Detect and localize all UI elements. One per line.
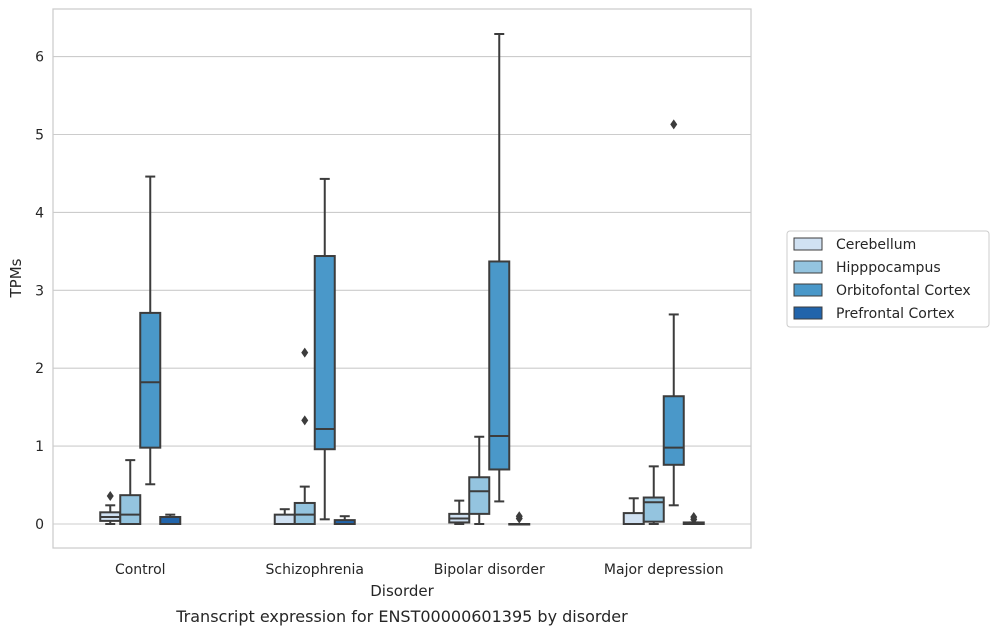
legend-label: Hipppocampus (836, 260, 941, 276)
x-tick-label: Bipolar disorder (434, 562, 545, 578)
box-plot (333, 515, 356, 525)
legend-swatch (793, 283, 823, 297)
box (139, 311, 162, 449)
outlier-point (670, 119, 678, 130)
y-tick-label: 1 (35, 439, 44, 455)
y-tick-label: 6 (35, 50, 44, 66)
box-plot (139, 175, 162, 486)
box-plot (159, 513, 182, 526)
box-plot (119, 459, 142, 526)
box-plot (313, 177, 336, 521)
box (293, 501, 316, 526)
x-axis-title: Disorder (370, 582, 434, 600)
box (313, 255, 336, 451)
legend-swatch (793, 306, 823, 320)
box-plot (508, 511, 531, 526)
outlier-point (690, 511, 698, 522)
x-tick-labels: Control Schizophrenia Bipolar disorder Majo… (115, 562, 724, 578)
box (642, 496, 665, 523)
box (468, 476, 491, 515)
box-plot (622, 497, 645, 525)
gridlines (53, 56, 751, 525)
box (622, 512, 645, 525)
box-plot (662, 119, 685, 507)
outlier-point (106, 490, 114, 501)
box-plots (99, 33, 705, 526)
box-plot (293, 347, 316, 526)
legend: Cerebellum Hipppocampus Orbitofontal Corte… (786, 230, 990, 328)
plot-frame (52, 8, 752, 549)
box-plot (448, 499, 471, 525)
legend-label: Cerebellum (836, 237, 916, 253)
y-axis-title: TPMs (7, 258, 25, 298)
box (488, 260, 511, 471)
y-tick-label: 3 (35, 283, 44, 299)
box-plot (682, 511, 705, 526)
box-plot (468, 435, 491, 525)
box (119, 494, 142, 526)
legend-swatch (793, 260, 823, 274)
outlier-point (515, 511, 523, 522)
outlier-point (301, 415, 309, 426)
outlier-point (301, 347, 309, 358)
y-tick-label: 5 (35, 128, 44, 144)
x-tick-label: Schizophrenia (266, 562, 364, 578)
box (273, 513, 296, 525)
x-tick-label: Major depression (604, 562, 724, 578)
y-tick-labels: 0 1 2 3 4 5 6 (35, 50, 44, 533)
legend-label: Prefrontal Cortex (836, 306, 955, 322)
box (662, 395, 685, 466)
box (159, 515, 182, 526)
box-plot (488, 33, 511, 503)
x-tick-label: Control (115, 562, 166, 578)
legend-frame (786, 230, 990, 328)
box-plot (273, 508, 296, 525)
legend-swatch (793, 237, 823, 251)
y-tick-label: 2 (35, 361, 44, 377)
chart-caption: Transcript expression for ENST0000060139… (175, 607, 628, 626)
box-plot (642, 465, 665, 525)
y-tick-label: 0 (35, 517, 44, 533)
y-tick-label: 4 (35, 205, 44, 221)
box-plot (99, 490, 122, 525)
legend-label: Orbitofontal Cortex (836, 283, 971, 299)
